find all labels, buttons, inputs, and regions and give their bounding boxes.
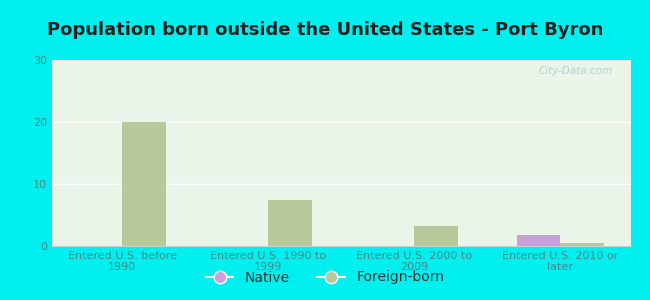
- Bar: [560, 243, 604, 246]
- Text: Population born outside the United States - Port Byron: Population born outside the United State…: [47, 21, 603, 39]
- Text: City-Data.com: City-Data.com: [539, 66, 613, 76]
- Bar: [517, 235, 560, 246]
- Bar: [268, 200, 312, 246]
- Bar: [122, 122, 166, 246]
- Bar: [414, 226, 458, 246]
- Legend: Native, Foreign-born: Native, Foreign-born: [200, 265, 450, 290]
